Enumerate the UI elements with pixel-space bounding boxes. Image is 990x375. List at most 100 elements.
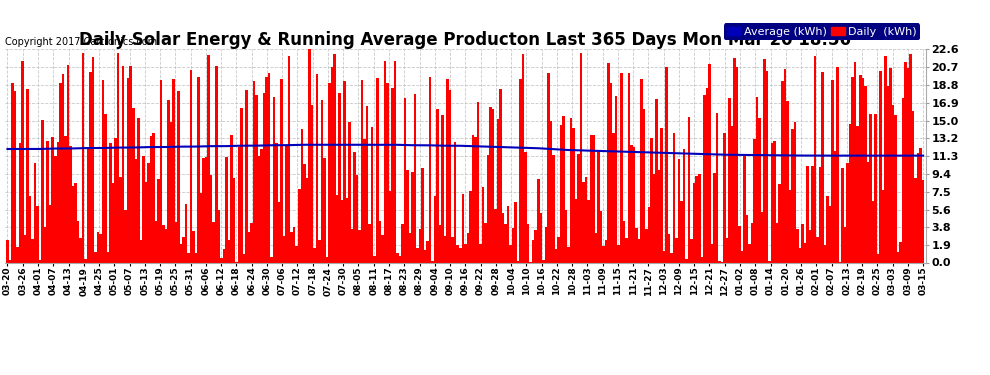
Bar	[864, 86, 866, 262]
Bar	[643, 109, 645, 262]
Bar	[205, 157, 208, 262]
Bar	[175, 222, 177, 262]
Bar	[154, 221, 157, 262]
Bar	[846, 163, 849, 262]
Bar	[647, 207, 650, 262]
Bar	[461, 194, 464, 262]
Bar	[59, 83, 61, 262]
Bar	[520, 78, 522, 262]
Bar	[74, 183, 76, 262]
Bar	[487, 154, 489, 262]
Bar	[783, 69, 786, 262]
Bar	[373, 256, 376, 262]
Bar	[580, 53, 582, 262]
Bar	[444, 236, 446, 262]
Bar	[869, 114, 871, 262]
Bar	[262, 93, 265, 262]
Bar	[84, 259, 87, 262]
Bar	[628, 73, 630, 262]
Bar	[734, 58, 736, 262]
Bar	[213, 222, 215, 262]
Bar	[557, 237, 559, 262]
Bar	[602, 246, 605, 262]
Bar	[246, 90, 248, 262]
Bar	[122, 66, 125, 262]
Bar	[368, 224, 371, 262]
Bar	[149, 136, 152, 262]
Bar	[238, 147, 241, 262]
Bar	[210, 176, 213, 262]
Bar	[79, 238, 81, 262]
Bar	[169, 122, 172, 262]
Bar	[713, 173, 716, 262]
Bar	[537, 178, 540, 262]
Bar	[595, 232, 597, 262]
Bar	[690, 238, 693, 262]
Bar	[406, 170, 409, 262]
Bar	[915, 177, 917, 262]
Bar	[567, 247, 569, 262]
Bar	[811, 166, 814, 262]
Bar	[107, 252, 109, 262]
Bar	[585, 177, 587, 262]
Bar	[517, 261, 520, 262]
Bar	[758, 118, 761, 262]
Bar	[295, 246, 298, 262]
Bar	[791, 129, 794, 262]
Bar	[329, 83, 331, 262]
Bar	[494, 209, 497, 262]
Bar	[182, 237, 185, 262]
Bar	[899, 242, 902, 262]
Bar	[432, 261, 434, 262]
Bar	[660, 128, 662, 262]
Bar	[97, 232, 99, 262]
Bar	[145, 182, 148, 262]
Bar	[125, 210, 127, 262]
Bar	[849, 124, 851, 262]
Bar	[202, 158, 205, 262]
Bar	[363, 139, 366, 262]
Bar	[657, 171, 660, 262]
Bar	[761, 212, 763, 262]
Bar	[429, 76, 432, 262]
Bar	[197, 77, 200, 262]
Bar	[575, 200, 577, 262]
Bar	[799, 248, 801, 262]
Bar	[665, 66, 668, 262]
Bar	[270, 257, 273, 262]
Bar	[394, 61, 396, 262]
Bar	[773, 141, 776, 262]
Bar	[192, 231, 195, 262]
Bar	[650, 138, 652, 262]
Bar	[250, 223, 252, 262]
Bar	[243, 254, 246, 262]
Bar	[61, 75, 64, 262]
Bar	[241, 108, 243, 262]
Bar	[706, 88, 708, 262]
Bar	[685, 260, 688, 262]
Bar	[185, 204, 187, 262]
Bar	[662, 251, 665, 262]
Bar	[859, 75, 861, 262]
Bar	[497, 119, 499, 262]
Bar	[909, 54, 912, 262]
Bar	[809, 230, 811, 262]
Bar	[832, 80, 834, 262]
Bar	[907, 68, 909, 262]
Bar	[636, 228, 638, 262]
Bar	[879, 71, 882, 262]
Bar	[466, 233, 469, 262]
Bar	[559, 125, 562, 262]
Bar	[132, 108, 135, 262]
Bar	[597, 152, 600, 262]
Bar	[19, 143, 22, 262]
Bar	[130, 66, 132, 262]
Bar	[22, 61, 24, 262]
Bar	[439, 225, 442, 262]
Bar	[768, 261, 771, 262]
Bar	[778, 184, 781, 262]
Bar	[620, 73, 623, 262]
Bar	[630, 145, 633, 262]
Bar	[255, 95, 257, 262]
Bar	[552, 155, 554, 262]
